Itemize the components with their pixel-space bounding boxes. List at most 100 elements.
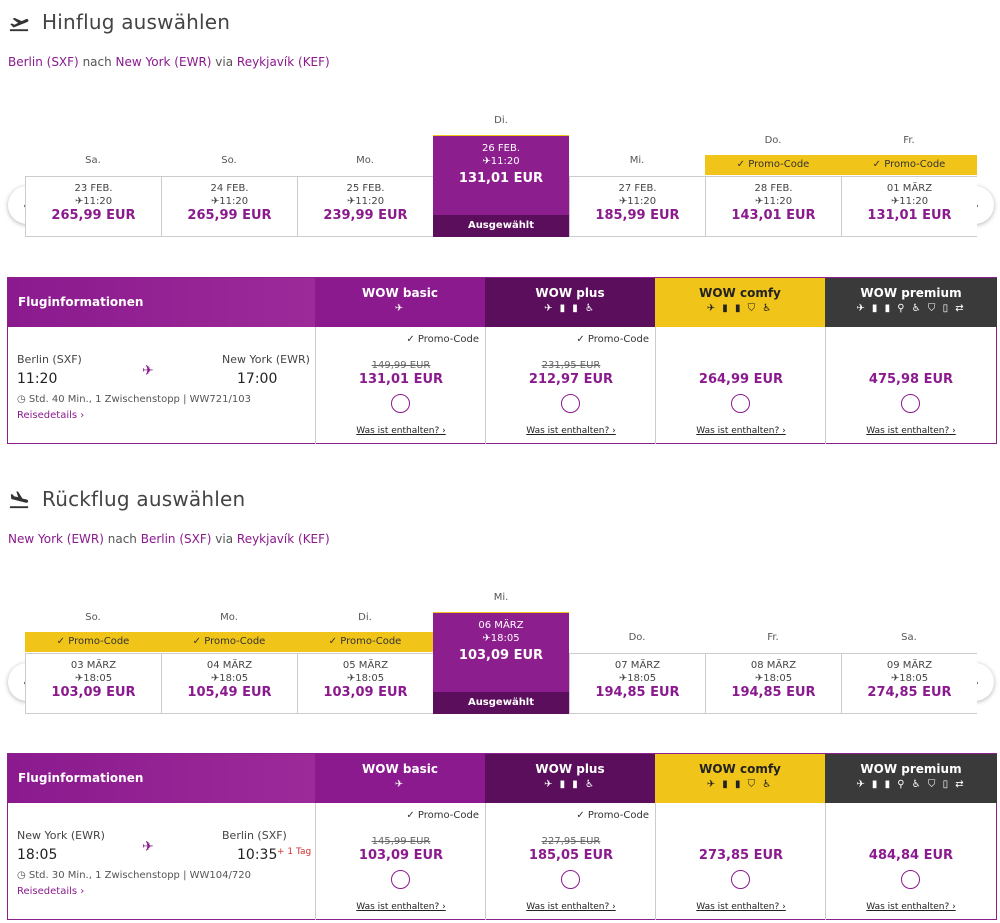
fare-feature-icons: ✈ ▮ ▮ ♿ bbox=[544, 303, 596, 314]
date-card[interactable]: 27 FEB. ✈ 11:20 185,99 EUR bbox=[569, 176, 705, 237]
fare-radio-button[interactable] bbox=[561, 394, 580, 413]
whats-included-link[interactable]: Was ist enthalten? › bbox=[696, 426, 786, 436]
clock-icon: ◷ bbox=[17, 394, 29, 405]
date-option[interactable]: Do. ✓ Promo-Code 28 FEB. ✈ 11:20 143,01 EUR bbox=[705, 112, 841, 237]
flight-date: 23 FEB. bbox=[74, 183, 113, 194]
whats-included-link[interactable]: Was ist enthalten? › bbox=[866, 426, 956, 436]
departure-icon: ✈ bbox=[754, 673, 764, 684]
date-card[interactable]: 05 MÄRZ ✈ 18:05 103,09 EUR bbox=[297, 653, 433, 714]
flight-date: 08 MÄRZ bbox=[750, 660, 797, 671]
date-card[interactable]: 28 FEB. ✈ 11:20 143,01 EUR bbox=[705, 176, 841, 237]
date-option[interactable]: Mo. ✓ Promo-Code 04 MÄRZ ✈ 18:05 105,49 EUR bbox=[161, 589, 297, 714]
travel-details-link[interactable]: Reisedetails › bbox=[17, 886, 85, 897]
flight-date: 07 MÄRZ bbox=[614, 660, 661, 671]
fare-radio-button[interactable] bbox=[731, 870, 750, 889]
departure-time: ✈ 11:20 bbox=[433, 156, 569, 167]
travel-details-link[interactable]: Reisedetails › bbox=[17, 410, 85, 421]
date-card[interactable]: 08 MÄRZ ✈ 18:05 194,85 EUR bbox=[705, 653, 841, 714]
date-option[interactable]: So. ✓ Promo-Code 03 MÄRZ ✈ 18:05 103,09 EUR bbox=[25, 589, 161, 714]
date-option[interactable]: Sa. 23 FEB. ✈ 11:20 265,99 EUR bbox=[25, 112, 161, 237]
date-card[interactable]: 23 FEB. ✈ 11:20 265,99 EUR bbox=[25, 176, 161, 237]
fare-radio-button[interactable] bbox=[561, 870, 580, 889]
wow-premium-header: WOW premium ✈ ▮ ▮ ⚲ ♿ ⛉ ▯ ⇄ bbox=[825, 754, 997, 803]
clock-icon: ◷ bbox=[17, 870, 29, 881]
fare-radio-button[interactable] bbox=[731, 394, 750, 413]
fare-option[interactable]: ✓ Promo-Code 227,95 EUR 185,05 EUR Was ist … bbox=[485, 803, 655, 920]
time-value: 11:20 bbox=[899, 196, 929, 207]
wow-plus-header: WOW plus ✈ ▮ ▮ ♿ bbox=[485, 278, 655, 327]
departure-time: ✈ 11:20 bbox=[26, 196, 161, 207]
fare-option[interactable]: 484,84 EUR Was ist enthalten? › bbox=[825, 803, 997, 920]
date-option[interactable]: Mo. 25 FEB. ✈ 11:20 239,99 EUR bbox=[297, 112, 433, 237]
date-card[interactable]: 09 MÄRZ ✈ 18:05 274,85 EUR bbox=[841, 653, 977, 714]
day-of-week: Sa. bbox=[901, 632, 917, 643]
time-value: 11:20 bbox=[355, 196, 385, 207]
fare-price: 273,85 EUR bbox=[698, 848, 784, 863]
day-price: 103,09 EUR bbox=[323, 685, 408, 700]
fare-option[interactable]: ✓ Promo-Code 231,95 EUR 212,97 EUR Was ist … bbox=[485, 327, 655, 444]
fare-radio-button[interactable] bbox=[391, 870, 410, 889]
whats-included-link[interactable]: Was ist enthalten? › bbox=[356, 426, 446, 436]
wow-comfy-header: WOW comfy ✈ ▮ ▮ ⛉ ♿ bbox=[655, 278, 825, 327]
arrival-time: 10:35 bbox=[237, 847, 278, 863]
fare-option[interactable]: ✓ Promo-Code 145,99 EUR 103,09 EUR Was ist … bbox=[315, 803, 485, 920]
selected-label: Ausgewählt bbox=[433, 692, 569, 714]
day-of-week: Do. bbox=[764, 135, 782, 146]
promo-code-tag: ✓ Promo-Code bbox=[406, 810, 479, 821]
date-option[interactable]: Mi. 27 FEB. ✈ 11:20 185,99 EUR bbox=[569, 112, 705, 237]
whats-included-link[interactable]: Was ist enthalten? › bbox=[526, 902, 616, 912]
time-value: 18:05 bbox=[83, 673, 113, 684]
fare-price: 131,01 EUR bbox=[358, 372, 444, 387]
departure-icon: ✈ bbox=[74, 196, 84, 207]
date-card[interactable]: 03 MÄRZ ✈ 18:05 103,09 EUR bbox=[25, 653, 161, 714]
fare-feature-icons: ✈ ▮ ▮ ⚲ ♿ ⛉ ▯ ⇄ bbox=[856, 303, 966, 314]
whats-included-link[interactable]: Was ist enthalten? › bbox=[526, 426, 616, 436]
flight-date: 09 MÄRZ bbox=[886, 660, 933, 671]
flight-info-header: Fluginformationen bbox=[8, 754, 315, 803]
fare-radio-button[interactable] bbox=[901, 870, 920, 889]
whats-included-link[interactable]: Was ist enthalten? › bbox=[866, 902, 956, 912]
promo-code-badge: ✓ Promo-Code bbox=[705, 155, 841, 175]
wow-basic-header: WOW basic ✈ bbox=[315, 278, 485, 327]
date-card[interactable]: 26 FEB. ✈ 11:20 131,01 EUR Ausgewählt bbox=[433, 136, 569, 237]
date-option[interactable]: Fr. ✓ Promo-Code 01 MÄRZ ✈ 11:20 131,01 EUR bbox=[841, 112, 977, 237]
whats-included-link[interactable]: Was ist enthalten? › bbox=[356, 902, 446, 912]
promo-code-badge: ✓ Promo-Code bbox=[161, 632, 297, 652]
date-card[interactable]: 01 MÄRZ ✈ 11:20 131,01 EUR bbox=[841, 176, 977, 237]
departure-icon: ✈ bbox=[482, 633, 491, 644]
fare-option[interactable]: 475,98 EUR Was ist enthalten? › bbox=[825, 327, 997, 444]
fare-option[interactable]: 273,85 EUR Was ist enthalten? › bbox=[655, 803, 825, 920]
date-option[interactable]: Di. ✓ Promo-Code 05 MÄRZ ✈ 18:05 103,09 EUR bbox=[297, 589, 433, 714]
departure-icon: ✈ bbox=[210, 196, 220, 207]
route-to: Berlin (SXF) bbox=[140, 532, 212, 546]
route-nach: nach bbox=[103, 532, 141, 546]
flight-date: 27 FEB. bbox=[618, 183, 657, 194]
date-option[interactable]: Do. 07 MÄRZ ✈ 18:05 194,85 EUR bbox=[569, 589, 705, 714]
fare-option[interactable]: 264,99 EUR Was ist enthalten? › bbox=[655, 327, 825, 444]
wow-basic-header: WOW basic ✈ bbox=[315, 754, 485, 803]
time-value: 11:20 bbox=[627, 196, 657, 207]
date-card[interactable]: 07 MÄRZ ✈ 18:05 194,85 EUR bbox=[569, 653, 705, 714]
fare-radio-button[interactable] bbox=[391, 394, 410, 413]
route-to: New York (EWR) bbox=[115, 55, 212, 69]
fare-name: WOW comfy bbox=[699, 286, 781, 300]
date-option[interactable]: Sa. 09 MÄRZ ✈ 18:05 274,85 EUR bbox=[841, 589, 977, 714]
date-option[interactable]: Fr. 08 MÄRZ ✈ 18:05 194,85 EUR bbox=[705, 589, 841, 714]
wow-comfy-header: WOW comfy ✈ ▮ ▮ ⛉ ♿ bbox=[655, 754, 825, 803]
date-card[interactable]: 04 MÄRZ ✈ 18:05 105,49 EUR bbox=[161, 653, 297, 714]
date-option[interactable]: So. 24 FEB. ✈ 11:20 265,99 EUR bbox=[161, 112, 297, 237]
route-via-word: via bbox=[211, 55, 237, 69]
day-price: 131,01 EUR bbox=[458, 171, 544, 186]
fare-option[interactable]: ✓ Promo-Code 149,99 EUR 131,01 EUR Was ist … bbox=[315, 327, 485, 444]
date-card[interactable]: 24 FEB. ✈ 11:20 265,99 EUR bbox=[161, 176, 297, 237]
date-card[interactable]: 06 MÄRZ ✈ 18:05 103,09 EUR Ausgewählt bbox=[433, 613, 569, 714]
flight-date: 03 MÄRZ bbox=[70, 660, 117, 671]
whats-included-link[interactable]: Was ist enthalten? › bbox=[696, 902, 786, 912]
arrival-icon bbox=[9, 491, 29, 509]
fare-radio-button[interactable] bbox=[901, 394, 920, 413]
fare-feature-icons: ✈ ▮ ▮ ♿ bbox=[544, 779, 596, 790]
date-card[interactable]: 25 FEB. ✈ 11:20 239,99 EUR bbox=[297, 176, 433, 237]
wow-plus-header: WOW plus ✈ ▮ ▮ ♿ bbox=[485, 754, 655, 803]
